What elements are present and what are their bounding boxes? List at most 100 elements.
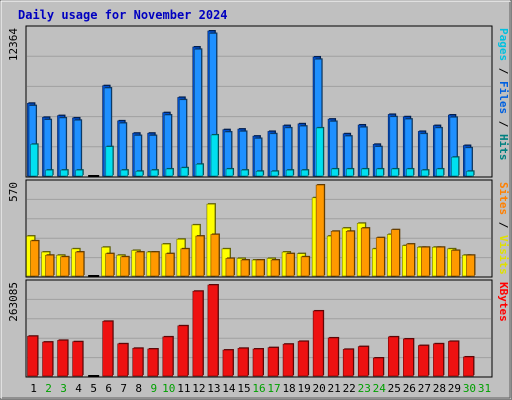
bar-hits-pages-day-3 [60,169,68,177]
bar-kbytes-kbytes-day-24 [372,357,384,377]
x-tick-label-day-23: 23 [358,382,371,395]
bar-visits-sites-day-2 [45,254,54,277]
bar-hits-pages-day-8 [135,171,144,177]
bar-visits-sites-day-29 [451,250,460,277]
bar-kbytes-kbytes-day-29 [448,341,459,377]
bar-kbytes-kbytes-day-18 [282,343,294,377]
bar-hits-files-day-2 [43,119,52,177]
bar-visits-sites-day-12 [195,235,205,277]
bar-kbytes-kbytes-day-11 [177,325,189,377]
x-tick-label-day-21: 21 [328,382,341,395]
panel-kbytes-legend: KBytes [497,282,510,322]
chart-title: Daily usage for November 2024 [18,8,228,22]
bar-kbytes-kbytes-day-7 [117,343,129,377]
bar-visits-sites-day-30 [466,254,475,277]
bar-hits-pages-day-27 [421,169,429,177]
bar-hits-pages-day-11 [180,167,189,177]
x-tick-label-day-10: 10 [162,382,175,395]
panel-kbytes-ymax-label: 263085 [7,282,20,322]
x-tick-label-day-20: 20 [313,382,326,395]
x-tick-label-day-19: 19 [297,382,310,395]
bar-kbytes-kbytes-day-10 [162,336,174,377]
bar-kbytes-kbytes-day-26 [403,338,414,377]
legend-text-segment: Pages [497,28,510,61]
bar-hits-files-day-10 [164,114,172,177]
chart-panels: 12364 Pages / Files / Hits 570 Sites / Visi… [7,25,510,378]
bar-visits-empty-day-5 [88,275,100,277]
bar-kbytes-kbytes-day-16 [252,348,264,377]
panel-hits-ymax-label: 12364 [7,28,20,61]
x-tick-label-day-13: 13 [207,382,220,395]
bar-kbytes-kbytes-day-19 [297,341,309,377]
bar-kbytes-kbytes-day-27 [418,345,429,377]
bar-kbytes-kbytes-day-21 [327,337,339,377]
bar-kbytes-kbytes-day-9 [147,348,159,377]
x-tick-label-day-29: 29 [448,382,461,395]
bar-visits-sites-day-22 [345,230,355,277]
bar-hits-files-day-3 [58,117,67,177]
bar-hits-files-day-26 [404,118,413,177]
bar-hits-pages-day-26 [406,168,414,177]
x-tick-label-day-15: 15 [237,382,250,395]
bar-kbytes-kbytes-day-25 [387,336,399,377]
bar-kbytes-kbytes-day-4 [72,341,83,377]
bar-hits-pages-day-14 [225,168,234,177]
x-axis-day-labels: 1 2 3 4 5 6 7 8 9 10 11 12 13 14 15 16 17 18 19 20 21 22 23 24 2… [30,382,491,395]
legend-text-segment: / [497,61,510,81]
panel-visits-legend: Sites / Visits [497,182,510,275]
bar-hits-files-day-21 [329,121,337,177]
panel-visits: 570 Sites / Visits [7,179,510,278]
bar-visits-sites-day-17 [270,259,280,277]
bar-hits-pages-day-22 [345,168,354,177]
bar-hits-pages-day-10 [165,168,174,177]
bar-visits-sites-day-25 [390,229,400,277]
x-tick-label-day-4: 4 [75,382,82,395]
bar-kbytes-kbytes-day-14 [222,349,234,377]
bar-hits-files-day-17 [269,133,277,177]
x-tick-label-day-26: 26 [403,382,416,395]
bar-kbytes-kbytes-day-13 [207,284,219,377]
bar-kbytes-kbytes-day-12 [192,290,204,377]
bar-kbytes-kbytes-day-23 [357,346,369,377]
x-tick-label-day-31: 31 [478,382,491,395]
bar-hits-pages-day-29 [451,156,459,177]
bar-hits-pages-day-20 [315,127,324,177]
legend-text-segment: Visits [497,235,510,275]
bar-hits-pages-day-13 [210,134,219,177]
bar-kbytes-empty-day-5 [88,375,100,377]
bar-kbytes-kbytes-day-6 [102,321,113,377]
bar-visits-sites-day-16 [255,259,265,277]
panel-hits-legend: Pages / Files / Hits [497,28,510,161]
x-tick-label-day-25: 25 [388,382,401,395]
bar-hits-files-day-4 [73,119,82,177]
bar-visits-sites-day-28 [436,246,445,277]
bar-hits-pages-day-28 [436,168,444,177]
bar-kbytes-kbytes-day-3 [57,340,68,377]
bar-kbytes-kbytes-day-30 [463,356,474,377]
legend-text-segment: KBytes [497,282,510,322]
bar-hits-pages-day-1 [30,144,38,177]
bar-hits-files-day-19 [299,125,307,177]
bar-hits-pages-day-30 [466,171,474,177]
bar-kbytes-kbytes-day-2 [42,341,53,377]
x-tick-label-day-8: 8 [135,382,142,395]
bar-hits-pages-day-2 [45,169,53,177]
bar-kbytes-kbytes-day-15 [237,348,249,377]
x-tick-label-day-1: 1 [30,382,37,395]
x-tick-label-day-18: 18 [282,382,295,395]
bar-hits-pages-day-21 [330,168,339,177]
bar-kbytes-kbytes-day-20 [312,310,324,377]
bar-visits-sites-day-3 [60,256,69,277]
bar-kbytes-kbytes-day-8 [132,348,144,377]
bar-visits-sites-day-8 [135,251,145,277]
bar-hits-pages-day-7 [120,169,129,177]
bar-hits-files-day-8 [133,135,142,177]
bar-visits-sites-day-20 [315,184,325,277]
bar-visits-sites-day-26 [406,243,415,277]
legend-text-segment: / [497,114,510,134]
x-tick-label-day-11: 11 [177,382,190,395]
x-tick-label-day-7: 7 [120,382,127,395]
x-tick-label-day-28: 28 [433,382,446,395]
panel-visits-ymax-label: 570 [7,182,20,202]
